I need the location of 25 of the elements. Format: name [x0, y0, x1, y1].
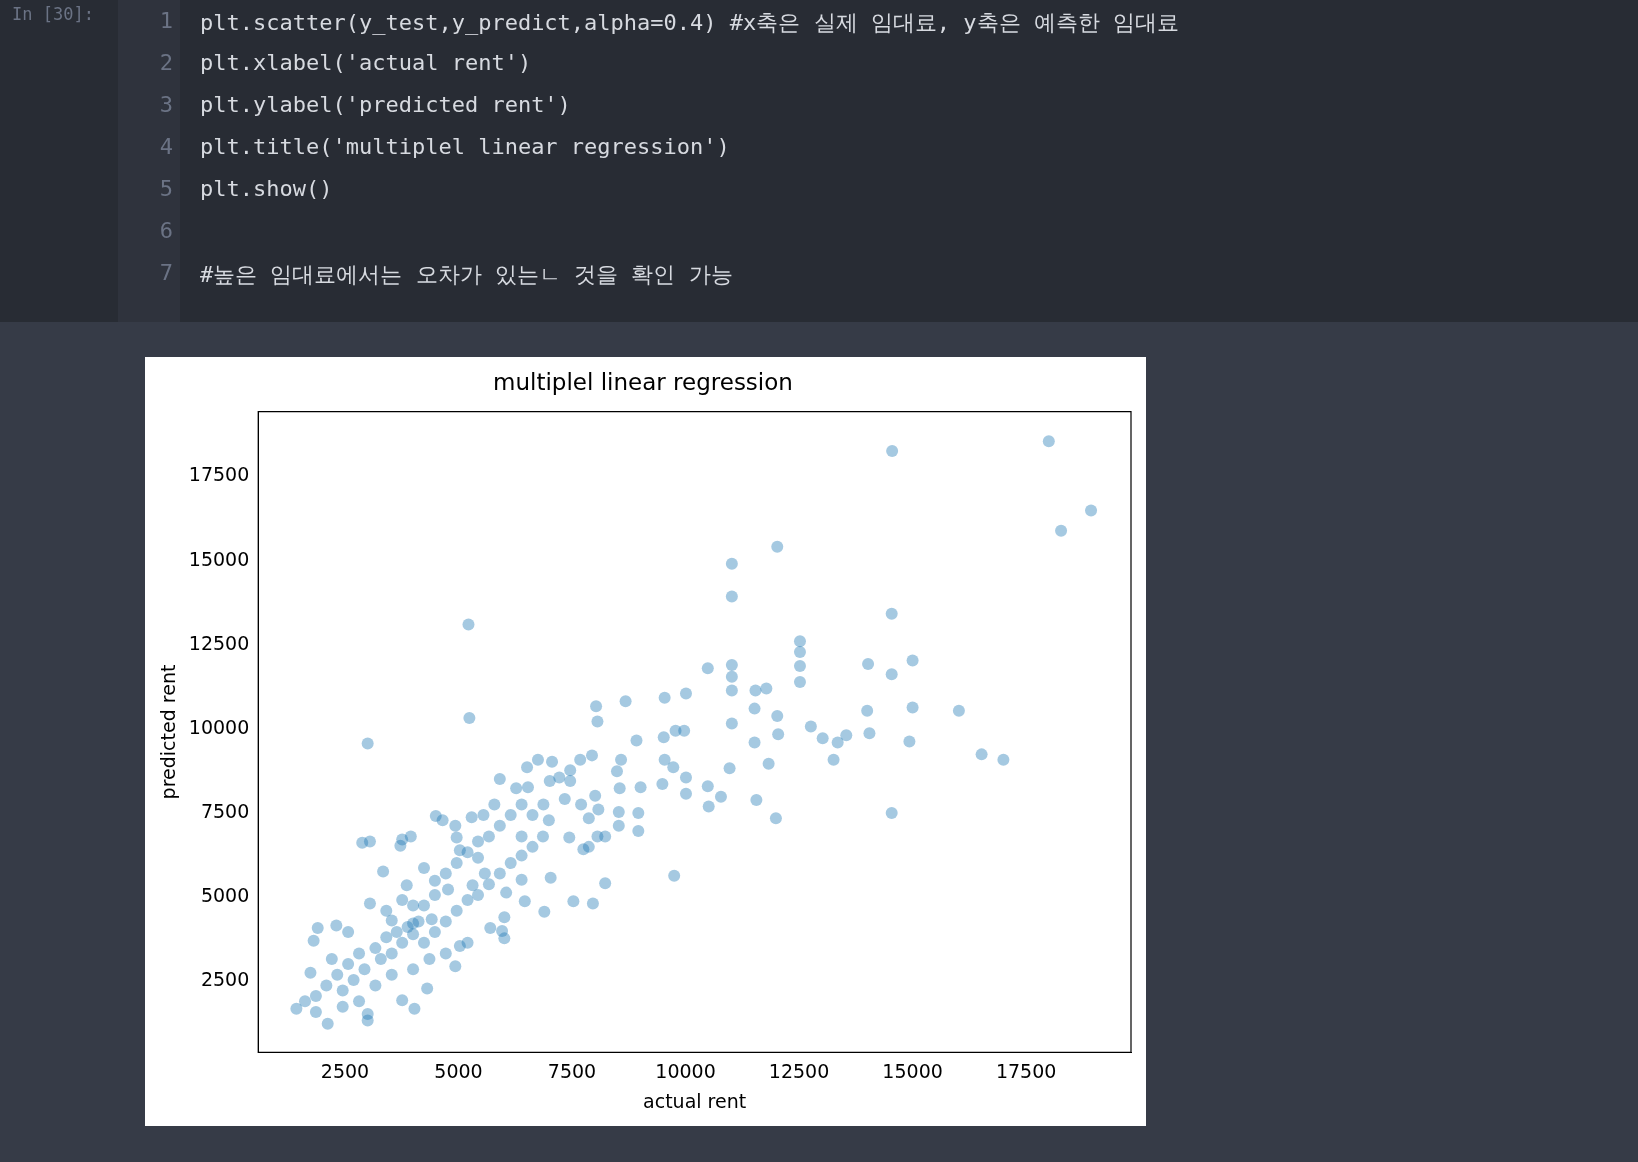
y-tick-label: 12500	[188, 631, 250, 654]
x-tick-label: 2500	[320, 1059, 370, 1082]
y-tick-label: 7500	[200, 799, 250, 822]
text: 3 plt.ylabel('predicted rent')	[159, 92, 571, 117]
text: In [30]:	[12, 4, 94, 24]
x-tick-label: 10000	[655, 1059, 716, 1082]
y-tick-label: 10000	[188, 715, 250, 738]
y-tick-label: 2500	[200, 968, 250, 991]
x-tick-label: 7500	[547, 1059, 597, 1082]
x-tick-label: 12500	[768, 1059, 830, 1082]
text: 2 plt.xlabel('actual rent')	[159, 50, 532, 75]
x-tick-label: 15000	[882, 1059, 943, 1082]
y-tick-label: 15000	[188, 547, 250, 570]
x-tick-label: 5000	[434, 1059, 483, 1082]
text: 6	[158, 218, 173, 243]
x-axis-title: actual rent	[643, 1089, 747, 1112]
y-axis-title: predicted rent	[157, 664, 180, 800]
text: 7 #높은 임대료에서는 오차가 있는ㄴ 것을 확인 가능	[159, 260, 733, 287]
text: 1 plt.scatter(y_test,y_predict,alpha=0.4) #x축은 실제 임대료, y축은 예측한 임대료	[159, 8, 1180, 35]
text: 5 plt.show()	[159, 176, 333, 201]
text: 4 plt.title('multiplel linear regression')	[159, 134, 730, 159]
y-tick-label: 5000	[200, 883, 250, 906]
y-tick-label: 17500	[188, 463, 250, 486]
chart-title: multiplel linear regression	[493, 368, 793, 395]
x-tick-label: 17500	[995, 1059, 1057, 1082]
